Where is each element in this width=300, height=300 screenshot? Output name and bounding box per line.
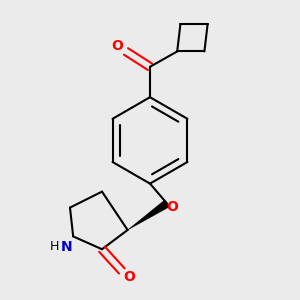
Text: H: H bbox=[50, 240, 59, 253]
Text: O: O bbox=[111, 39, 123, 53]
Text: N: N bbox=[60, 240, 72, 254]
Text: O: O bbox=[123, 270, 135, 284]
Polygon shape bbox=[128, 200, 169, 230]
Text: O: O bbox=[167, 200, 178, 214]
